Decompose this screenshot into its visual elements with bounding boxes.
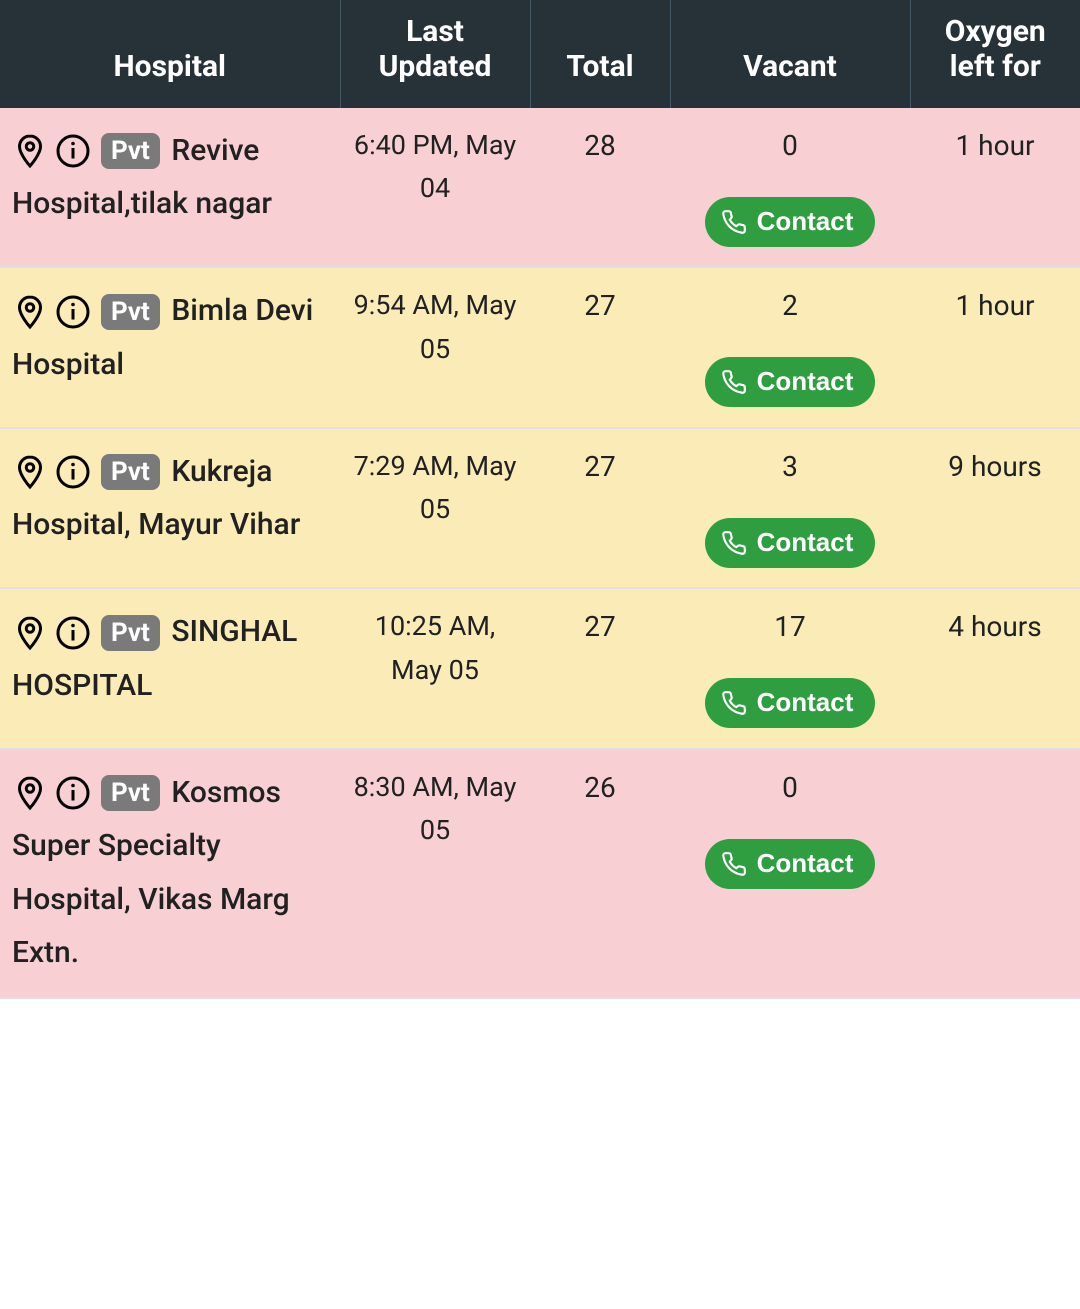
total-cell: 27 <box>530 588 670 748</box>
info-icon[interactable] <box>55 454 91 490</box>
col-total[interactable]: Total <box>530 0 670 108</box>
contact-button[interactable]: Contact <box>705 678 876 728</box>
info-icon[interactable] <box>55 615 91 651</box>
contact-button[interactable]: Contact <box>705 518 876 568</box>
vacant-cell: 3 Contact <box>670 428 910 588</box>
type-badge: Pvt <box>101 615 160 651</box>
total-cell: 27 <box>530 428 670 588</box>
oxygen-cell: 1 hour <box>910 108 1080 267</box>
type-badge: Pvt <box>101 294 160 330</box>
oxygen-cell: 4 hours <box>910 588 1080 748</box>
table-header: Hospital Last Updated Total Vacant Oxyge… <box>0 0 1080 108</box>
table-row: Pvt Kosmos Super Specialty Hospital, Vik… <box>0 749 1080 998</box>
total-cell: 27 <box>530 267 670 427</box>
updated-cell: 9:54 AM, May 05 <box>340 267 530 427</box>
map-pin-icon[interactable] <box>12 615 48 651</box>
table-row: Pvt SINGHAL HOSPITAL10:25 AM, May 052717… <box>0 588 1080 748</box>
updated-cell: 10:25 AM, May 05 <box>340 588 530 748</box>
type-badge: Pvt <box>101 775 160 811</box>
info-icon[interactable] <box>55 775 91 811</box>
info-icon[interactable] <box>55 133 91 169</box>
vacant-value: 3 <box>682 445 898 490</box>
col-hospital[interactable]: Hospital <box>0 0 340 108</box>
map-pin-icon[interactable] <box>12 294 48 330</box>
updated-cell: 8:30 AM, May 05 <box>340 749 530 998</box>
updated-cell: 7:29 AM, May 05 <box>340 428 530 588</box>
info-icon[interactable] <box>55 294 91 330</box>
vacant-value: 0 <box>682 766 898 811</box>
contact-button[interactable]: Contact <box>705 197 876 247</box>
vacant-value: 17 <box>682 605 898 650</box>
map-pin-icon[interactable] <box>12 133 48 169</box>
hospital-table: Hospital Last Updated Total Vacant Oxyge… <box>0 0 1080 999</box>
map-pin-icon[interactable] <box>12 775 48 811</box>
vacant-cell: 0 Contact <box>670 749 910 998</box>
total-cell: 26 <box>530 749 670 998</box>
contact-label: Contact <box>757 365 854 399</box>
contact-label: Contact <box>757 847 854 881</box>
type-badge: Pvt <box>101 133 160 169</box>
contact-button[interactable]: Contact <box>705 357 876 407</box>
hospital-cell: Pvt Kosmos Super Specialty Hospital, Vik… <box>0 749 340 998</box>
contact-label: Contact <box>757 526 854 560</box>
oxygen-cell: 1 hour <box>910 267 1080 427</box>
map-pin-icon[interactable] <box>12 454 48 490</box>
table-row: Pvt Kukreja Hospital, Mayur Vihar7:29 AM… <box>0 428 1080 588</box>
contact-label: Contact <box>757 205 854 239</box>
total-cell: 28 <box>530 108 670 267</box>
table-row: Pvt Bimla Devi Hospital9:54 AM, May 0527… <box>0 267 1080 427</box>
vacant-cell: 0 Contact <box>670 108 910 267</box>
hospital-cell: Pvt SINGHAL HOSPITAL <box>0 588 340 748</box>
oxygen-cell: 9 hours <box>910 428 1080 588</box>
updated-cell: 6:40 PM, May 04 <box>340 108 530 267</box>
hospital-cell: Pvt Bimla Devi Hospital <box>0 267 340 427</box>
vacant-cell: 2 Contact <box>670 267 910 427</box>
table-row: Pvt Revive Hospital,tilak nagar6:40 PM, … <box>0 108 1080 267</box>
contact-button[interactable]: Contact <box>705 839 876 889</box>
col-oxygen[interactable]: Oxygen left for <box>910 0 1080 108</box>
col-vacant[interactable]: Vacant <box>670 0 910 108</box>
col-updated[interactable]: Last Updated <box>340 0 530 108</box>
oxygen-cell <box>910 749 1080 998</box>
contact-label: Contact <box>757 686 854 720</box>
hospital-cell: Pvt Revive Hospital,tilak nagar <box>0 108 340 267</box>
hospital-cell: Pvt Kukreja Hospital, Mayur Vihar <box>0 428 340 588</box>
vacant-value: 0 <box>682 124 898 169</box>
type-badge: Pvt <box>101 454 160 490</box>
vacant-cell: 17 Contact <box>670 588 910 748</box>
vacant-value: 2 <box>682 284 898 329</box>
